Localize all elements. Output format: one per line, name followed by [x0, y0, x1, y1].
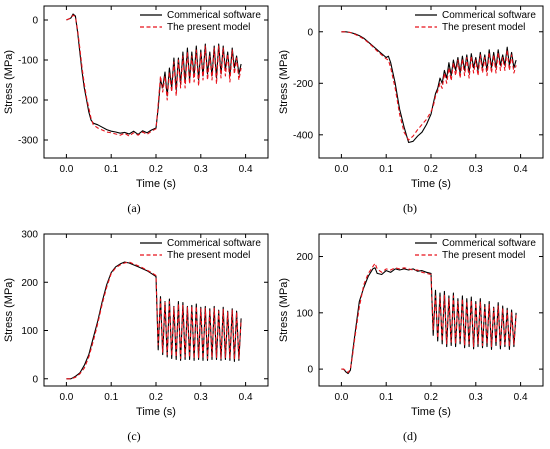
x-tick-label: 0.3 — [194, 392, 208, 403]
y-tick-label: 200 — [296, 252, 313, 263]
legend-label-commercial: Commerical software — [442, 238, 536, 249]
x-tick-label: 0.1 — [379, 164, 393, 175]
panel-label: (d) — [403, 429, 417, 443]
x-tick-label: 0.0 — [59, 164, 73, 175]
x-tick-label: 0.1 — [379, 392, 393, 403]
y-tick-label: 0 — [32, 374, 38, 385]
x-tick-label: 0.3 — [469, 164, 483, 175]
panel-label: (c) — [127, 429, 140, 443]
y-tick-label: 200 — [21, 278, 38, 289]
legend-label-present: The present model — [167, 250, 250, 261]
x-axis-label: Time (s) — [411, 178, 451, 190]
x-tick-label: 0.3 — [469, 392, 483, 403]
y-tick-label: 0 — [32, 16, 38, 27]
chart-panel-d: 0.0 0.1 0.2 0.3 0.4 0 100 200 Time (s) Stress (MP… — [278, 233, 544, 443]
x-axis-label: Time (s) — [136, 178, 176, 190]
y-tick-label: 100 — [296, 308, 313, 319]
y-tick-label: 0 — [307, 27, 313, 38]
y-tick-label: 100 — [21, 326, 38, 337]
x-tick-label: 0.4 — [239, 392, 253, 403]
series-line-present-model — [66, 261, 242, 380]
legend-label-present: The present model — [442, 22, 525, 33]
legend-label-present: The present model — [167, 22, 250, 33]
x-tick-label: 0.0 — [334, 164, 348, 175]
series-line-commercial-software — [341, 31, 517, 144]
legend-label-commercial: Commerical software — [167, 10, 261, 21]
panel-label: (a) — [127, 201, 140, 215]
y-tick-label: -300 — [18, 136, 38, 147]
chart-panel-a: 0.0 0.1 0.2 0.3 0.4 0 -100 -200 -300 Time (s) Stre… — [3, 5, 269, 215]
legend-label-present: The present model — [442, 250, 525, 261]
y-axis-label: Stress (MPa) — [278, 278, 290, 342]
x-axis-label: Time (s) — [411, 406, 451, 418]
series-line-present-model — [66, 14, 242, 137]
x-tick-label: 0.4 — [239, 164, 253, 175]
x-tick-label: 0.4 — [514, 164, 528, 175]
x-tick-label: 0.2 — [424, 164, 438, 175]
y-axis-label: Stress (MPa) — [3, 278, 15, 342]
chart-panel-c: 0.0 0.1 0.2 0.3 0.4 0 100 200 300 Time (s) Stress … — [3, 230, 269, 443]
x-tick-label: 0.3 — [194, 164, 208, 175]
x-tick-label: 0.1 — [104, 164, 118, 175]
series-line-present-model — [341, 31, 517, 141]
legend-label-commercial: Commerical software — [167, 238, 261, 249]
legend-label-commercial: Commerical software — [442, 10, 536, 21]
x-tick-label: 0.2 — [149, 392, 163, 403]
panel-label: (b) — [403, 201, 417, 215]
x-tick-label: 0.2 — [149, 164, 163, 175]
x-tick-label: 0.2 — [424, 392, 438, 403]
y-tick-label: -100 — [18, 56, 38, 67]
x-tick-label: 0.1 — [104, 392, 118, 403]
x-axis-label: Time (s) — [136, 406, 176, 418]
x-tick-label: 0.0 — [334, 392, 348, 403]
series-line-present-model — [341, 262, 517, 374]
x-tick-label: 0.0 — [59, 392, 73, 403]
chart-panel-b: 0.0 0.1 0.2 0.3 0.4 0 -200 -400 Time (s) Stress (… — [278, 5, 544, 215]
y-tick-label: 300 — [21, 230, 38, 241]
y-tick-label: 0 — [307, 365, 313, 376]
y-tick-label: -200 — [293, 79, 313, 90]
x-tick-label: 0.4 — [514, 392, 528, 403]
y-axis-label: Stress (MPa) — [3, 50, 15, 114]
y-tick-label: -400 — [293, 130, 313, 141]
y-tick-label: -200 — [18, 96, 38, 107]
y-axis-label: Stress (MPa) — [278, 50, 290, 114]
